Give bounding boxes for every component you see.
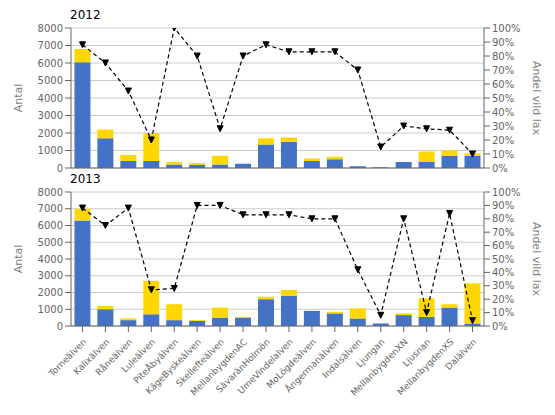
svg-text:Ångermanälven: Ångermanälven <box>283 336 341 395</box>
svg-text:80%: 80% <box>492 51 514 62</box>
svg-text:3000: 3000 <box>38 110 63 121</box>
svg-text:Råneälven: Råneälven <box>93 336 135 378</box>
svg-text:Ljungan: Ljungan <box>354 336 387 370</box>
svg-text:40%: 40% <box>492 107 514 118</box>
svg-text:0%: 0% <box>492 321 508 332</box>
svg-text:4000: 4000 <box>38 254 63 265</box>
svg-text:7000: 7000 <box>38 203 63 214</box>
svg-text:60%: 60% <box>492 240 514 251</box>
svg-text:100%: 100% <box>492 23 521 34</box>
html-text:2012: 2012 <box>70 8 101 22</box>
svg-text:SävaränHolmön: SävaränHolmön <box>214 336 272 395</box>
svg-text:Skellefteälven: Skellefteälven <box>174 336 227 389</box>
svg-text:5000: 5000 <box>38 237 63 248</box>
svg-text:3000: 3000 <box>38 270 63 281</box>
svg-text:UmeVindelalven: UmeVindelalven <box>236 336 295 396</box>
svg-text:60%: 60% <box>492 79 514 90</box>
svg-text:KägeByskeälven: KägeByskeälven <box>143 336 204 397</box>
svg-text:Ljusnan: Ljusnan <box>400 336 433 369</box>
svg-text:40%: 40% <box>492 267 514 278</box>
svg-text:90%: 90% <box>492 200 514 211</box>
svg-text:Torneälven: Torneälven <box>46 336 89 379</box>
svg-text:80%: 80% <box>492 213 514 224</box>
svg-text:8000: 8000 <box>38 23 63 34</box>
svg-text:4000: 4000 <box>38 93 63 104</box>
svg-text:2000: 2000 <box>38 287 63 298</box>
svg-text:6000: 6000 <box>38 58 63 69</box>
svg-text:30%: 30% <box>492 280 514 291</box>
svg-text:Andel vild lax: Andel vild lax <box>530 222 543 297</box>
svg-text:70%: 70% <box>492 65 514 76</box>
svg-text:1000: 1000 <box>38 145 63 156</box>
svg-text:Antal: Antal <box>12 245 25 274</box>
svg-text:70%: 70% <box>492 227 514 238</box>
svg-text:30%: 30% <box>492 121 514 132</box>
svg-text:1000: 1000 <box>38 304 63 315</box>
svg-text:Indalsälven: Indalsälven <box>320 336 364 381</box>
svg-text:PiteÅbyälven: PiteÅbyälven <box>131 336 181 386</box>
svg-text:7000: 7000 <box>38 40 63 51</box>
svg-text:2000: 2000 <box>38 128 63 139</box>
svg-text:10%: 10% <box>492 149 514 160</box>
svg-text:MellanbygdenAC: MellanbygdenAC <box>188 336 249 398</box>
svg-text:MellanbygdenXN: MellanbygdenXN <box>348 336 410 398</box>
svg-text:Luleälven: Luleälven <box>119 336 158 375</box>
svg-text:90%: 90% <box>492 37 514 48</box>
svg-text:0: 0 <box>57 321 63 332</box>
svg-text:MellanbygdenXS: MellanbygdenXS <box>395 336 456 398</box>
svg-text:6000: 6000 <box>38 220 63 231</box>
html-text:2013: 2013 <box>70 172 101 186</box>
svg-text:Antal: Antal <box>12 84 25 113</box>
svg-text:10%: 10% <box>492 307 514 318</box>
svg-text:Kalixälven: Kalixälven <box>71 336 112 377</box>
svg-text:20%: 20% <box>492 294 514 305</box>
svg-text:Dalälven: Dalälven <box>443 337 478 372</box>
svg-text:Andel vild lax: Andel vild lax <box>530 61 543 136</box>
svg-text:100%: 100% <box>492 187 521 198</box>
svg-text:50%: 50% <box>492 93 514 104</box>
svg-text:MoLögdeälven: MoLögdeälven <box>264 336 318 390</box>
svg-text:20%: 20% <box>492 135 514 146</box>
svg-text:8000: 8000 <box>38 187 63 198</box>
svg-text:0%: 0% <box>492 163 508 172</box>
svg-text:5000: 5000 <box>38 75 63 86</box>
svg-text:0: 0 <box>57 163 63 172</box>
svg-text:50%: 50% <box>492 254 514 265</box>
